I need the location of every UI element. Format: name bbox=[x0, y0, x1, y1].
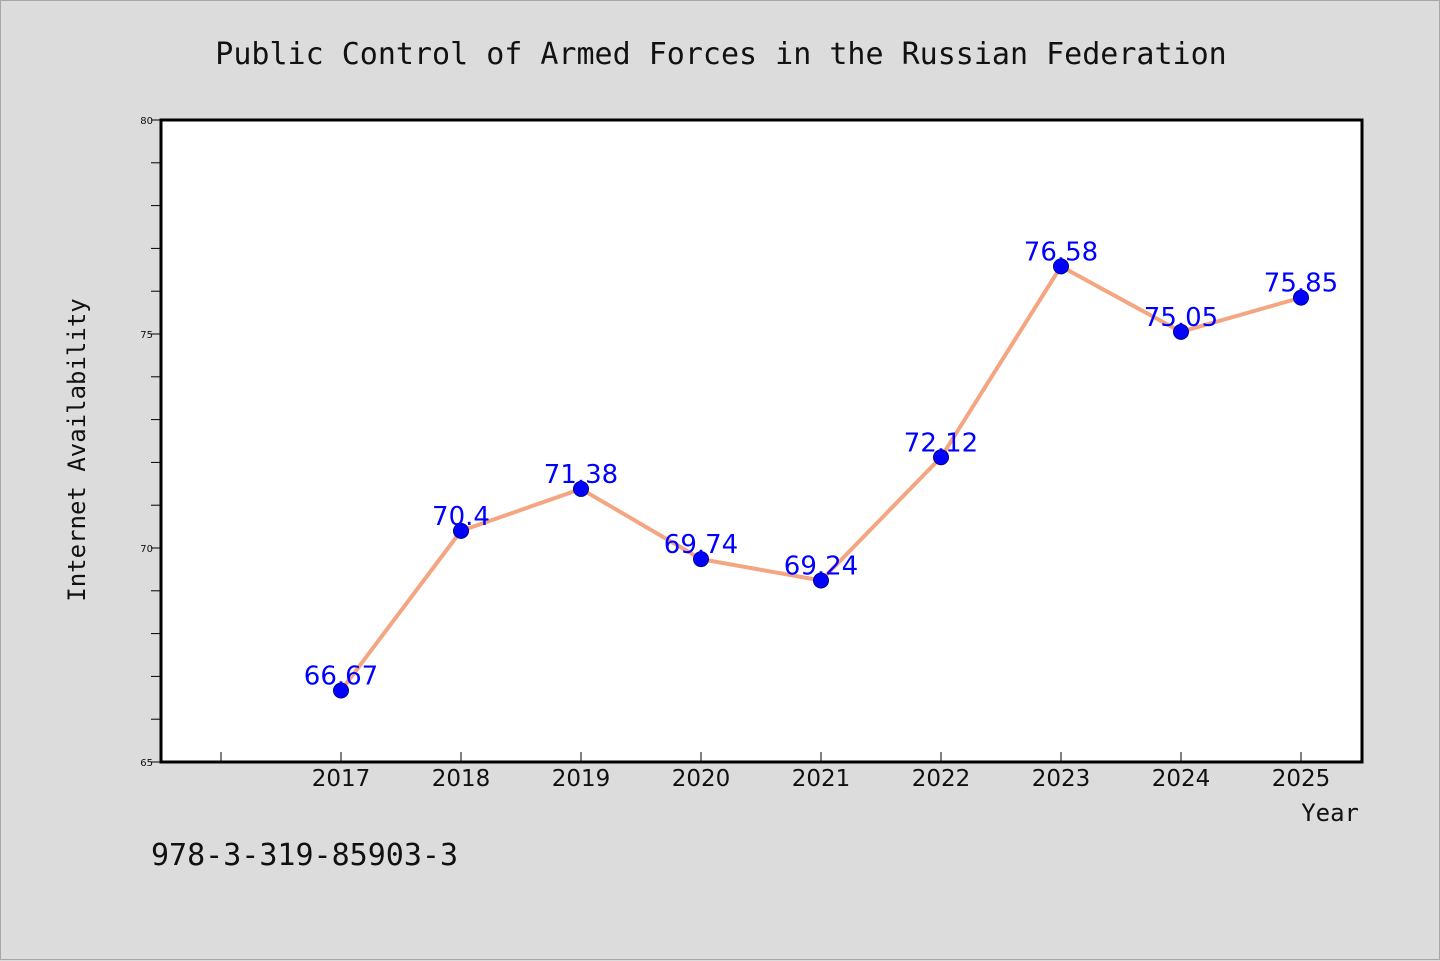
y-tick-label: 80 bbox=[140, 116, 153, 127]
x-tick-label: 2020 bbox=[672, 766, 731, 792]
data-point bbox=[933, 449, 949, 466]
x-tick-label: 2018 bbox=[432, 766, 491, 792]
x-axis-label: Year bbox=[1301, 799, 1359, 827]
data-label: 69.24 bbox=[784, 552, 858, 582]
data-label: 71.38 bbox=[544, 460, 618, 490]
x-axis: 2017 2018 2019 2020 2021 2022 2023 2024 2025 bbox=[220, 752, 1331, 792]
data-point bbox=[1173, 323, 1189, 340]
data-point bbox=[333, 682, 349, 699]
data-point bbox=[813, 572, 829, 589]
data-point bbox=[1053, 258, 1069, 275]
x-tick-label: 2025 bbox=[1272, 766, 1331, 792]
y-axis: 65 70 75 80 bbox=[140, 116, 161, 769]
data-label: 72.12 bbox=[904, 428, 978, 458]
plot-area bbox=[159, 118, 1364, 764]
y-axis-label: Internet Availability bbox=[63, 298, 91, 601]
data-label: 76.58 bbox=[1024, 237, 1098, 267]
x-tick-label: 2022 bbox=[912, 766, 971, 792]
data-label: 75.05 bbox=[1144, 303, 1218, 333]
data-label: 69.74 bbox=[664, 530, 738, 560]
x-tick-label: 2021 bbox=[792, 766, 851, 792]
y-tick-label: 75 bbox=[140, 330, 153, 341]
data-label: 75.85 bbox=[1264, 269, 1338, 299]
x-tick-label: 2023 bbox=[1032, 766, 1091, 792]
data-point bbox=[1293, 289, 1309, 306]
series-availability: 66.67 70.4 71.38 69.74 69.24 72.12 76.58 75.05 7… bbox=[304, 237, 1338, 699]
y-tick-label: 65 bbox=[140, 758, 153, 769]
data-label: 70.4 bbox=[432, 502, 490, 532]
x-tick-label: 2024 bbox=[1152, 766, 1211, 792]
data-point bbox=[573, 480, 589, 497]
data-label: 66.67 bbox=[304, 662, 378, 692]
x-tick-label: 2017 bbox=[312, 766, 371, 792]
data-point bbox=[453, 522, 469, 539]
chart-title: Public Control of Armed Forces in the Ru… bbox=[215, 37, 1226, 72]
y-tick-label: 70 bbox=[140, 544, 153, 555]
isbn-footer: 978-3-319-85903-3 bbox=[151, 838, 458, 873]
x-tick-label: 2019 bbox=[552, 766, 611, 792]
data-point bbox=[693, 551, 709, 568]
